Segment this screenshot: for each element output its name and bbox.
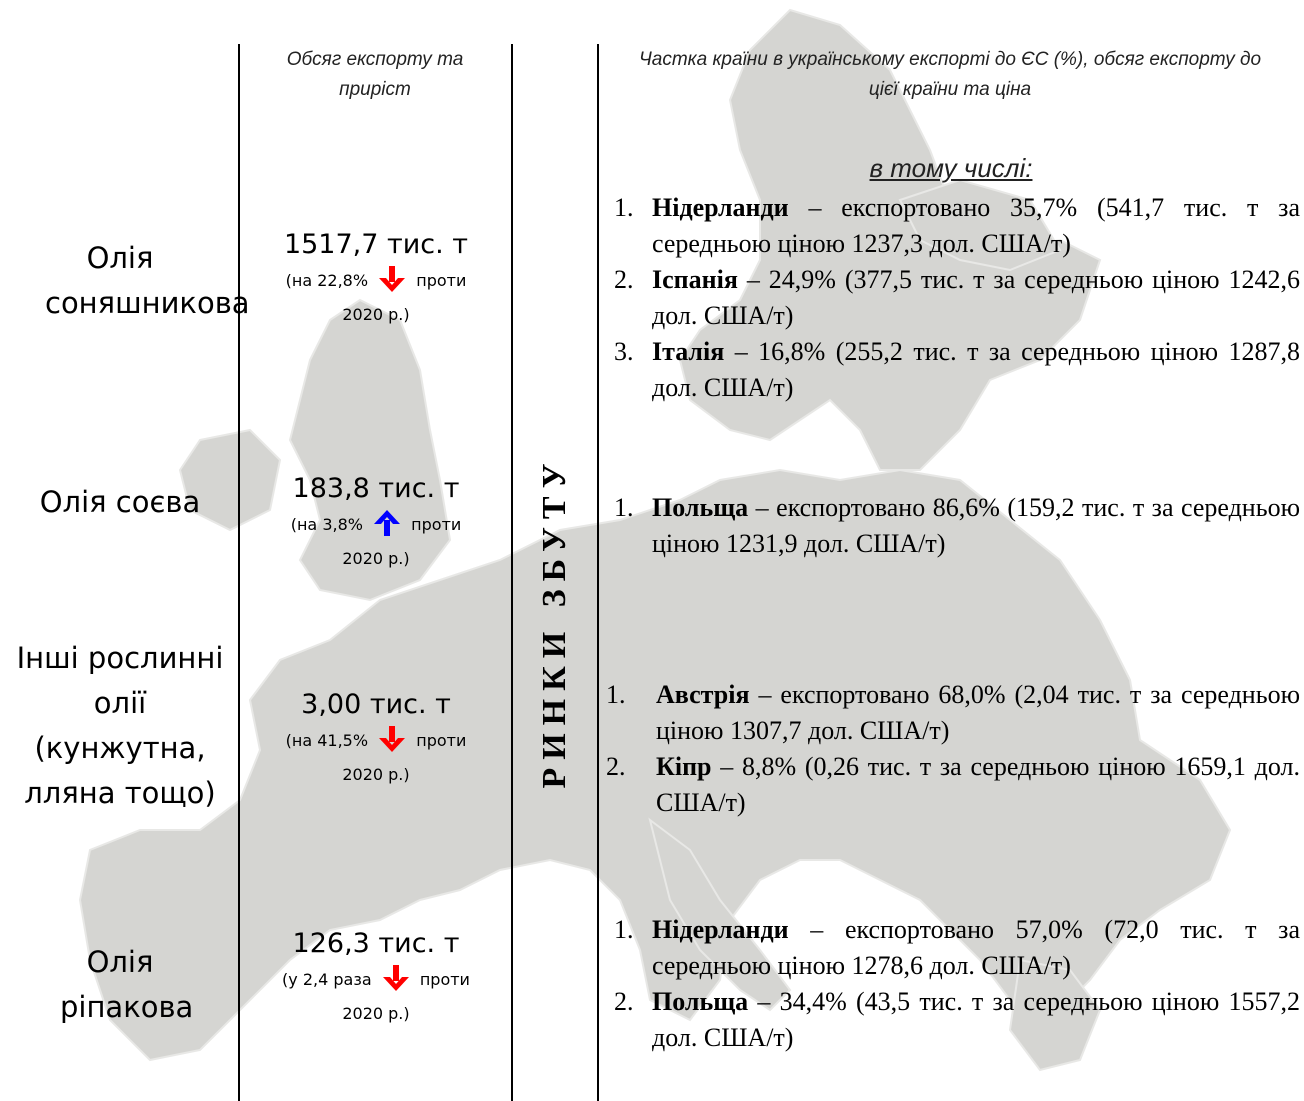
list-item: 1. Польща – експортовано 86,6% (159,2 тис… <box>614 493 1300 558</box>
list-item: 2. Кіпр – 8,8% (0,26 тис. т за середньою … <box>606 752 1300 817</box>
list-item: 2. Польща – 34,4% (43,5 тис. т за середнь… <box>614 987 1300 1052</box>
change-text: (у 2,4 раза <box>282 970 372 989</box>
markets-list-other-oils: 1. Австрія – експортовано 68,0% (2,04 тис… <box>606 677 1300 821</box>
down-arrow-icon <box>379 725 406 752</box>
change-suffix: проти <box>411 515 462 534</box>
change-suffix: проти <box>419 970 470 989</box>
vertical-markets-label: РИНКИ ЗБУТУ <box>536 455 573 789</box>
change-text: (на 22,8% <box>285 271 369 290</box>
change-suffix: проти <box>416 731 467 750</box>
markets-list-soybean: 1. Польща – експортовано 86,6% (159,2 тис… <box>614 490 1300 562</box>
export-volume: 183,8 тис. т <box>292 473 460 504</box>
list-item: 1. Нідерланди – експортовано 35,7% (541,7… <box>614 193 1300 258</box>
volume-block-soybean: 183,8 тис. т (на 3,8% проти 2020 р.) <box>240 470 512 576</box>
export-volume: 3,00 тис. т <box>301 689 451 720</box>
markets-column-header: Частка країни в українському експорті до… <box>638 49 1262 100</box>
column-divider-3 <box>597 44 599 1101</box>
change-text: (на 41,5% <box>285 731 369 750</box>
volume-block-sunflower: 1517,7 тис. т (на 22,8% проти 2020 р.) <box>240 226 512 332</box>
markets-list-sunflower: 1. Нідерланди – експортовано 35,7% (541,7… <box>614 190 1300 406</box>
comparison-year: 2020 р.) <box>342 1004 410 1023</box>
column-divider-2 <box>511 44 513 1101</box>
down-arrow-icon <box>382 964 409 991</box>
country-name: Італія <box>652 337 725 366</box>
subheading-including: в тому числі: <box>869 153 1033 183</box>
volume-column-header: Обсяг експорту та приріст <box>286 49 464 100</box>
down-arrow-icon <box>379 265 406 292</box>
product-rapeseed-oil: Олія ріпакова <box>60 945 194 1024</box>
comparison-year: 2020 р.) <box>342 765 410 784</box>
list-item: 3. Італія – 16,8% (255,2 тис. т за середн… <box>614 337 1300 402</box>
list-item: 2. Іспанія – 24,9% (377,5 тис. т за серед… <box>614 265 1300 330</box>
volume-block-rapeseed: 126,3 тис. т (у 2,4 раза проти 2020 р.) <box>240 925 512 1031</box>
country-name: Нідерланди <box>652 915 789 944</box>
product-soybean-oil: Олія соєва <box>39 485 201 519</box>
country-name: Кіпр <box>656 752 712 781</box>
list-item: 1. Нідерланди – експортовано 57,0% (72,0 … <box>614 915 1300 980</box>
country-name: Польща <box>652 987 749 1016</box>
comparison-year: 2020 р.) <box>342 305 410 324</box>
markets-list-rapeseed: 1. Нідерланди – експортовано 57,0% (72,0 … <box>614 912 1300 1056</box>
country-name: Австрія <box>656 680 750 709</box>
change-suffix: проти <box>416 271 467 290</box>
country-name: Іспанія <box>652 265 738 294</box>
export-volume: 1517,7 тис. т <box>283 229 469 260</box>
product-other-vegetable-oils: Інші рослинні олії (кунжутна, лляна тощо… <box>16 641 224 810</box>
country-name: Нідерланди <box>652 193 789 222</box>
product-sunflower-oil: Олія соняшникова <box>45 241 250 320</box>
volume-block-other-oils: 3,00 тис. т (на 41,5% проти 2020 р.) <box>240 686 512 792</box>
change-text: (на 3,8% <box>290 515 363 534</box>
country-name: Польща <box>652 493 749 522</box>
column-divider-1 <box>238 44 240 1101</box>
list-item: 1. Австрія – експортовано 68,0% (2,04 тис… <box>606 680 1300 745</box>
comparison-year: 2020 р.) <box>342 549 410 568</box>
up-arrow-icon <box>374 509 401 536</box>
export-volume: 126,3 тис. т <box>292 928 460 959</box>
